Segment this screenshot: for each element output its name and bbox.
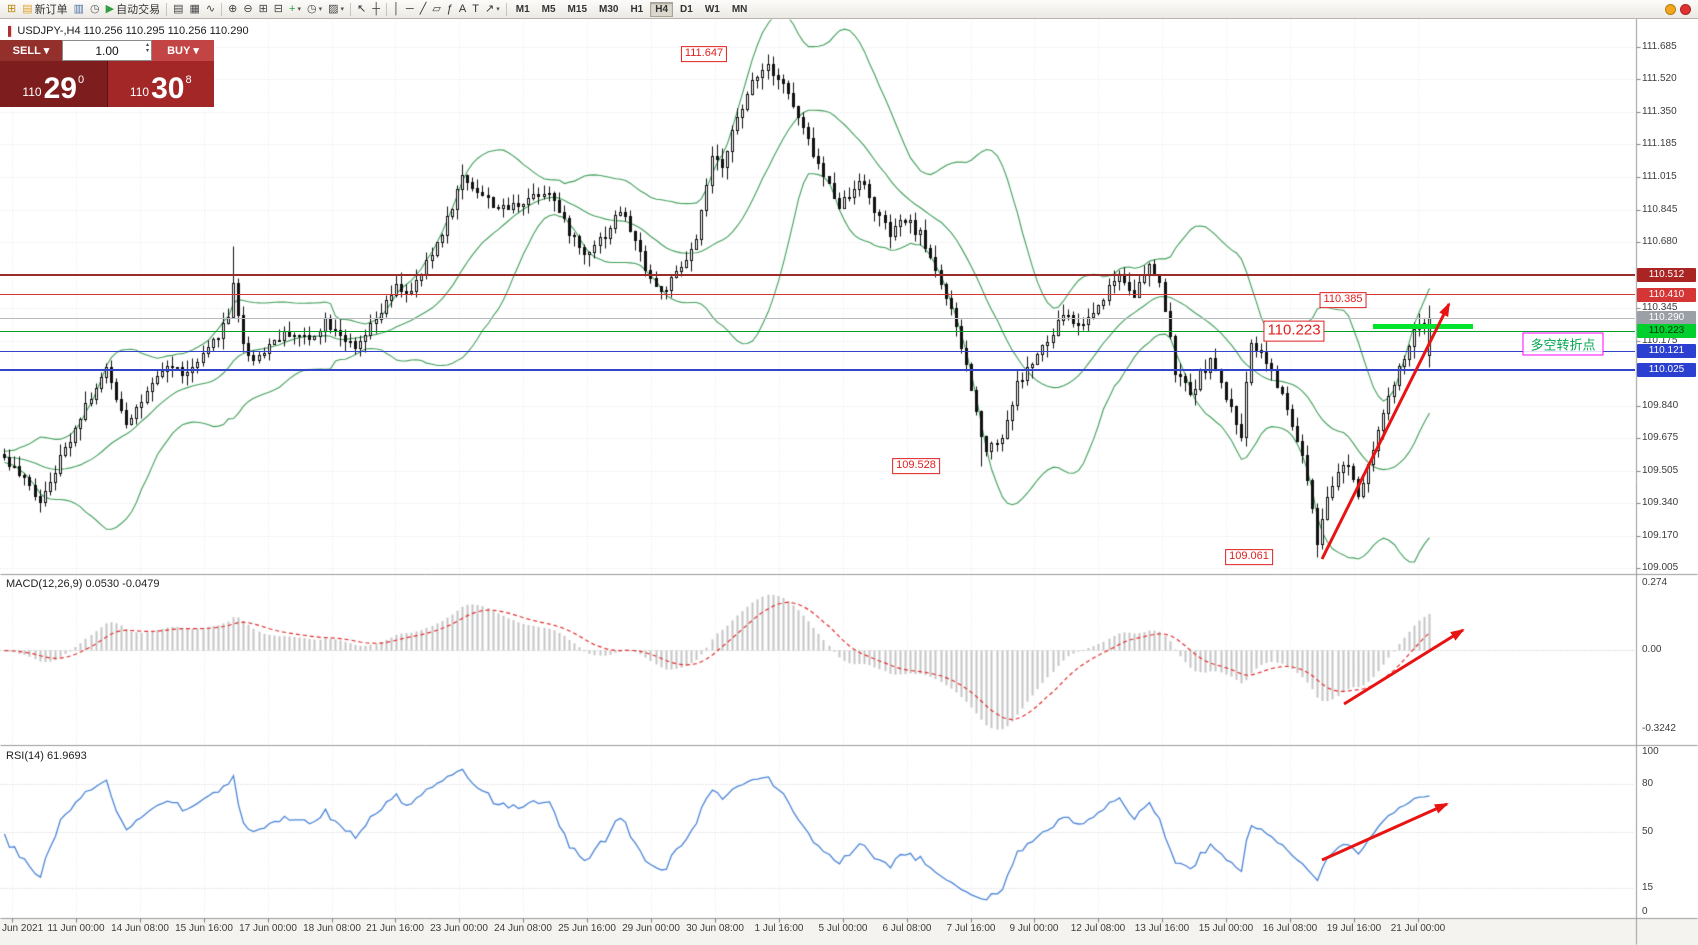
macd-indicator-label: MACD(12,26,9) 0.0530 -0.0479	[6, 578, 160, 590]
alert-icon[interactable]	[1680, 3, 1691, 15]
timeframe-m15-button[interactable]: M15	[563, 2, 592, 17]
add-indicator-icon[interactable]: + ▾	[286, 1, 304, 17]
timeframe-m30-button[interactable]: M30	[594, 2, 623, 17]
sell-price[interactable]: 110 29 0	[0, 61, 108, 107]
fibonacci-icon-glyph: ƒ	[446, 2, 453, 15]
text-icon[interactable]: A	[456, 1, 469, 17]
new-order-icon: ▤	[22, 2, 33, 15]
candlestick-icon: ▌	[8, 26, 15, 36]
zoom-out-icon-glyph: ⊖	[243, 2, 253, 15]
bars-chart-icon-glyph: ▤	[173, 2, 184, 15]
buy-button[interactable]: BUY ▾	[152, 40, 214, 61]
crosshair-icon[interactable]: ┼	[369, 1, 383, 17]
new-order-button-label: 新订单	[34, 4, 68, 16]
zoom-in-icon[interactable]: ⊕	[225, 1, 240, 17]
trendline-icon[interactable]: ╱	[417, 1, 430, 17]
chart-ohlc-label: ▌ USDJPY-,H4 110.256 110.295 110.256 110.…	[8, 25, 249, 37]
buy-price[interactable]: 110 30 8	[107, 61, 214, 107]
horizontal-line-icon-glyph: ─	[405, 2, 414, 15]
toolbar-corner	[1665, 3, 1694, 15]
bars-chart-icon[interactable]: ▤	[170, 1, 186, 17]
main-toolbar: ⊞ ▤ 新订单 ▥ ◷ ▶ 自动交易 ▤ ▦ ∿ ⊕ ⊖ ⊞ ⊟ + ▾ ◷ ▾ ▨ ▾ ↖ ┼ │ ─ ╱ ▱ ƒ A T ↗ ▾ M1 M5…	[0, 0, 1698, 19]
toolbar-separator	[505, 2, 507, 16]
volume-down-icon[interactable]: ▾	[145, 48, 149, 54]
template-icon[interactable]: ▨ ▾	[325, 1, 347, 17]
connection-status-icon[interactable]	[1665, 3, 1676, 15]
toolbar-separator	[221, 2, 223, 16]
fibonacci-icon[interactable]: ƒ	[444, 1, 456, 17]
timeframe-mn-button[interactable]: MN	[727, 2, 753, 17]
timeframe-w1-button[interactable]: W1	[700, 2, 725, 17]
zoom-out-icon[interactable]: ⊖	[240, 1, 255, 17]
autotrading-button-label: 自动交易	[116, 4, 161, 16]
tile-windows-icon[interactable]: ⊞	[256, 1, 271, 17]
arrows-icon[interactable]: ↗ ▾	[482, 1, 503, 17]
one-click-trading-panel: SELL ▾ 1.00 ▴ ▾ BUY ▾ 110 29 0 110 30 8	[0, 40, 214, 107]
annotation-note[interactable]: 多空转折点	[1522, 332, 1604, 356]
add-indicator-icon-glyph: +	[289, 2, 296, 15]
tile-windows-icon-glyph: ⊞	[258, 2, 268, 15]
sell-button[interactable]: SELL ▾	[0, 40, 62, 61]
timeframe-d1-button[interactable]: D1	[675, 2, 698, 17]
volume-input[interactable]: 1.00 ▴ ▾	[62, 40, 152, 61]
toolbar-separator	[166, 2, 168, 16]
vertical-line-icon[interactable]: │	[390, 1, 403, 17]
candlestick-chart-icon[interactable]: ▦	[187, 1, 203, 17]
cursor-icon-glyph: ↖	[357, 2, 367, 15]
chevron-down-icon: ▾	[496, 6, 500, 13]
trendline-icon-glyph: ╱	[419, 2, 427, 15]
channel-icon[interactable]: ▱	[429, 1, 443, 17]
template-icon-glyph: ▨	[328, 2, 339, 15]
periods-icon-glyph: ◷	[306, 2, 317, 15]
new-order-button[interactable]: ▤ 新订单	[19, 1, 70, 17]
autotrading-button[interactable]: ▶ 自动交易	[103, 1, 163, 17]
chevron-down-icon: ▾	[297, 6, 301, 13]
label-icon-glyph: T	[472, 2, 479, 15]
autotrading-icon: ▶	[105, 2, 115, 15]
rsi-indicator-label: RSI(14) 61.9693	[6, 750, 87, 762]
timeframe-h4-button[interactable]: H4	[650, 1, 674, 17]
chevron-down-icon: ▾	[193, 45, 199, 57]
label-icon[interactable]: T	[469, 1, 482, 17]
chart-profiles-icon[interactable]: ▥	[71, 1, 87, 17]
cascade-windows-icon[interactable]: ⊟	[271, 1, 286, 17]
periods-icon[interactable]: ◷ ▾	[304, 1, 325, 17]
strategy-tester-icon-glyph: ◷	[90, 2, 100, 15]
timeframe-m1-button[interactable]: M1	[511, 2, 535, 17]
toolbar-separator	[350, 2, 352, 16]
strategy-tester-icon[interactable]: ◷	[87, 1, 103, 17]
crosshair-icon-glyph: ┼	[372, 2, 381, 15]
chart-profiles-icon-glyph: ▥	[73, 2, 85, 15]
new-chart-icon-glyph: ⊞	[7, 2, 17, 15]
cascade-windows-icon-glyph: ⊟	[273, 2, 284, 15]
horizontal-line-icon[interactable]: ─	[403, 1, 417, 17]
volume-up-icon[interactable]: ▴	[145, 42, 149, 48]
chevron-down-icon: ▾	[318, 6, 323, 13]
cursor-icon[interactable]: ↖	[354, 1, 369, 17]
candlestick-chart-icon-glyph: ▦	[189, 2, 200, 15]
line-chart-icon-glyph: ∿	[205, 2, 216, 15]
line-chart-icon[interactable]: ∿	[203, 1, 218, 17]
timeframe-h1-button[interactable]: H1	[625, 2, 648, 17]
vertical-line-icon-glyph: │	[393, 2, 400, 15]
arrows-icon-glyph: ↗	[485, 2, 495, 15]
timeframe-m5-button[interactable]: M5	[537, 2, 561, 17]
channel-icon-glyph: ▱	[432, 2, 441, 15]
text-icon-glyph: A	[458, 2, 467, 15]
chevron-down-icon: ▾	[340, 6, 345, 13]
toolbar-separator	[386, 2, 388, 16]
chevron-down-icon: ▾	[43, 45, 50, 57]
zoom-in-icon-glyph: ⊕	[228, 2, 238, 15]
new-chart-icon[interactable]: ⊞	[4, 1, 19, 17]
